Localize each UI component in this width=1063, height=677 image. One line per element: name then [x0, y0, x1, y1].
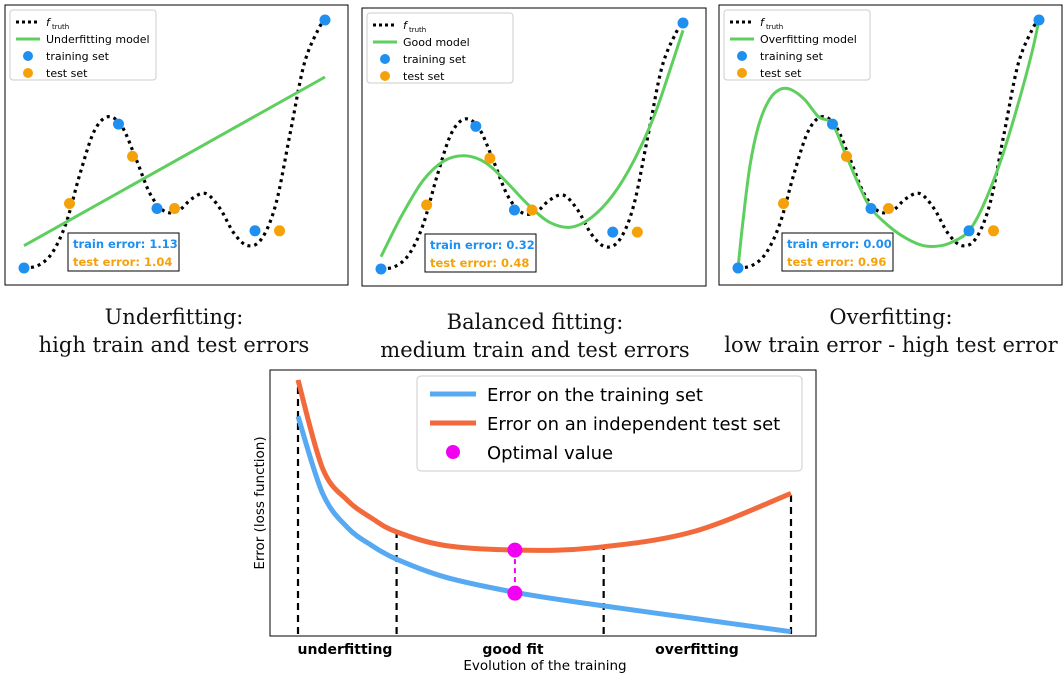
legend-test-marker — [737, 68, 747, 78]
caption-underfitting-line2: high train and test errors — [39, 333, 310, 357]
caption-balanced-line1: Balanced fitting: — [447, 310, 624, 334]
test-point — [64, 198, 75, 210]
model-curve — [736, 19, 1041, 269]
legend-truth-label: f — [46, 16, 52, 29]
legend-train-marker — [737, 51, 747, 61]
training-point — [375, 263, 387, 275]
legend-model-label: Underfitting model — [46, 33, 150, 46]
training-point — [732, 262, 744, 274]
caption-overfitting-line2: low train error - high test error — [724, 333, 1058, 357]
test-error-label: test error: 0.96 — [787, 255, 886, 269]
train-error-label: train error: 1.13 — [73, 237, 178, 251]
test-point — [988, 225, 999, 237]
panel-legend — [723, 9, 871, 81]
legend-truth-subscript: truth — [52, 23, 69, 31]
test-point — [169, 202, 180, 214]
bottom-xlabel: Evolution of the training — [463, 658, 626, 674]
training-point — [865, 202, 877, 214]
legend-train-label: Error on the training set — [487, 385, 703, 406]
error-evolution-chart: Error (loss function) Evolution of the t… — [252, 369, 817, 674]
truth-curve — [23, 18, 327, 270]
caption-overfitting-line1: Overfitting: — [829, 305, 952, 329]
training-point — [249, 225, 261, 237]
optimal-test-point — [507, 542, 523, 558]
training-point — [113, 118, 124, 130]
legend-truth-subscript: truth — [409, 26, 426, 34]
test-error-label: test error: 0.48 — [430, 256, 529, 270]
legend-optimal-label: Optimal value — [487, 443, 613, 464]
training-point — [1033, 14, 1045, 26]
training-point — [470, 120, 482, 132]
training-point — [607, 226, 619, 238]
legend-model-label: Overfitting model — [760, 33, 857, 46]
legend-optimal-marker — [446, 445, 460, 459]
test-error-curve — [295, 379, 792, 553]
training-point — [319, 14, 331, 26]
training-point — [18, 262, 30, 274]
legend-test-label: Error on an independent test set — [487, 414, 780, 435]
train-error-curve — [295, 415, 792, 635]
training-point — [963, 225, 975, 237]
region-label-underfitting: underfitting — [298, 642, 393, 658]
caption-balanced-line2: medium train and test errors — [380, 338, 689, 362]
region-label-overfitting: overfitting — [655, 642, 739, 658]
test-error-label: test error: 1.04 — [73, 255, 172, 269]
legend-test-label: test set — [46, 67, 88, 80]
test-point — [883, 202, 894, 214]
test-point — [526, 204, 538, 216]
legend-test-marker — [380, 71, 390, 81]
test-point — [484, 152, 496, 164]
legend-train-label: training set — [760, 50, 824, 63]
legend-model-label: Good model — [403, 36, 470, 49]
panel-underfitting: f truth Underfitting model training set test… — [4, 4, 349, 286]
train-error-label: train error: 0.32 — [430, 238, 535, 252]
test-point — [274, 225, 285, 237]
legend-train-label: training set — [403, 53, 467, 66]
panel-legend — [9, 9, 157, 81]
test-point — [127, 150, 138, 162]
legend-train-label: training set — [46, 50, 110, 63]
test-point — [841, 150, 852, 162]
legend-train-marker — [23, 51, 33, 61]
train-error-label: train error: 0.00 — [787, 237, 892, 251]
training-point — [508, 204, 520, 216]
legend-test-label: test set — [760, 67, 802, 80]
bottom-series — [295, 379, 793, 635]
legend-truth-subscript: truth — [766, 23, 783, 31]
region-label-good-fit: good fit — [482, 642, 544, 658]
training-point — [677, 17, 689, 29]
panel-legend — [366, 12, 514, 84]
training-point — [827, 118, 838, 130]
bottom-plot-frame — [269, 369, 817, 637]
optimal-train-point — [507, 585, 523, 601]
test-point — [631, 226, 643, 238]
bottom-legend-frame — [416, 375, 803, 472]
bottom-ylabel: Error (loss function) — [252, 436, 268, 569]
error-box — [67, 232, 180, 272]
test-point — [421, 199, 433, 211]
error-box — [781, 232, 894, 272]
model-curve — [379, 29, 685, 258]
legend-truth-label: f — [403, 19, 409, 32]
panel-overfitting: f truth Overfitting model training set test … — [718, 4, 1063, 286]
error-box — [424, 233, 537, 273]
caption-underfitting-line1: Underfitting: — [105, 305, 244, 329]
training-point — [151, 202, 163, 214]
test-point — [778, 198, 789, 210]
legend-test-marker — [23, 68, 33, 78]
model-curve — [23, 75, 326, 248]
panel-captions: Underfitting: high train and test errors… — [39, 305, 1059, 362]
legend-truth-label: f — [760, 16, 766, 29]
legend-train-marker — [380, 54, 390, 64]
legend-test-label: test set — [403, 70, 445, 83]
panel-balanced: f truth Good model training set test set trai… — [361, 7, 707, 287]
